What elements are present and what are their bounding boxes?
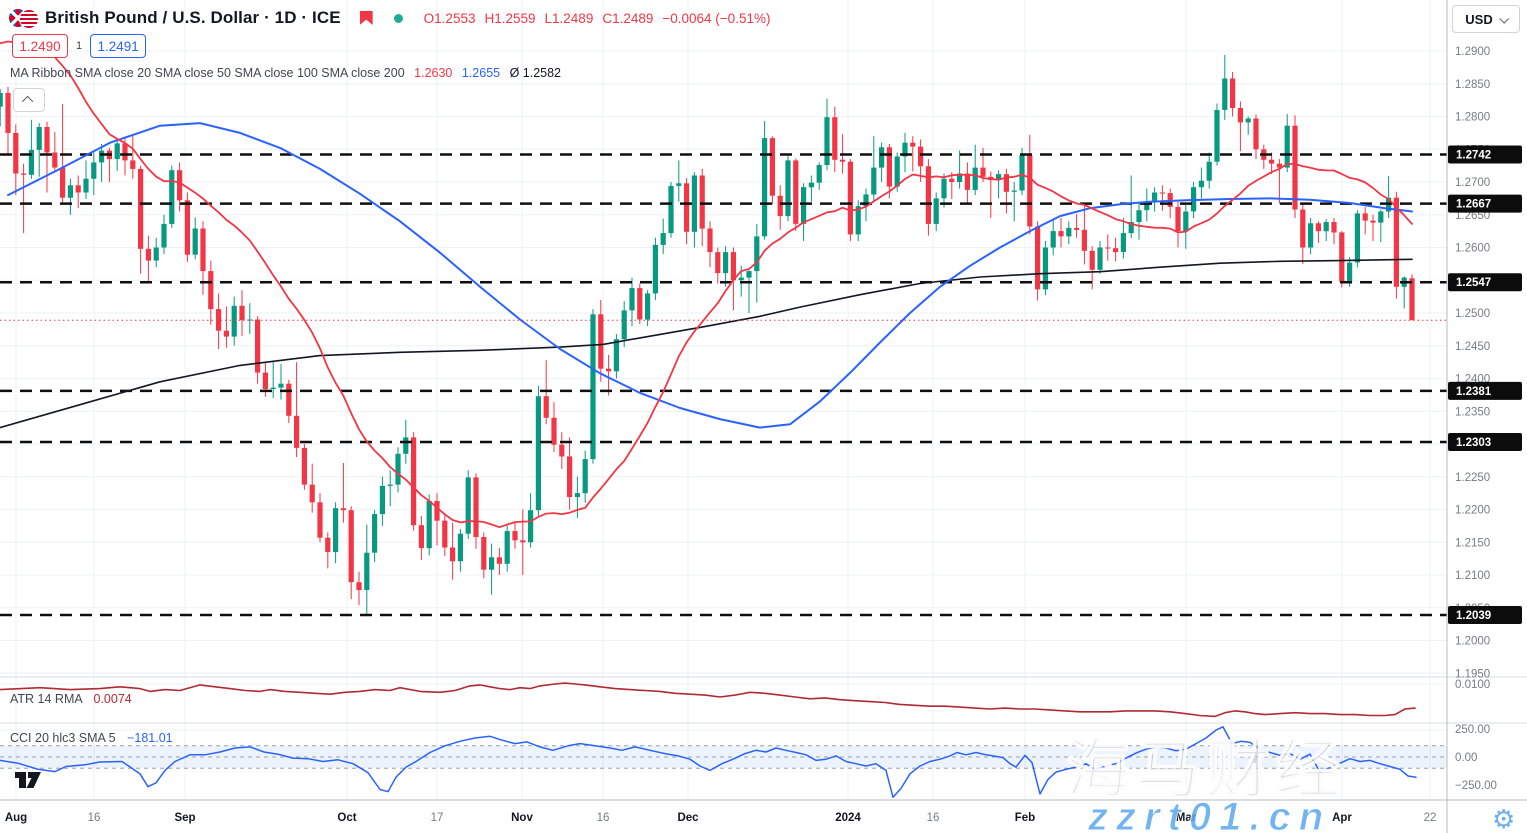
time-tick: 16	[927, 812, 940, 824]
svg-text:1.2039: 1.2039	[1456, 610, 1491, 622]
level-price-label	[1448, 606, 1522, 624]
ma-slow-value: 1.2655	[461, 66, 501, 80]
svg-text:1.2303: 1.2303	[1456, 437, 1491, 449]
level-price-label	[1448, 145, 1522, 164]
level-price-label	[1448, 194, 1522, 213]
time-tick: Apr	[1332, 812, 1352, 824]
price-tick: 1.2700	[1455, 177, 1490, 189]
svg-text:1.2547: 1.2547	[1456, 277, 1491, 289]
time-tick: 2024	[835, 812, 861, 824]
gbpusd-pair-icon	[8, 8, 39, 29]
price-tick: 1.2850	[1455, 79, 1490, 91]
time-tick: Dec	[677, 812, 699, 824]
atr-value: 0.0074	[93, 692, 132, 706]
time-tick: Sep	[174, 812, 195, 824]
price-tick: 1.2600	[1455, 243, 1490, 255]
cci-tick: 0.00	[1455, 752, 1477, 764]
bid-ask-row: 1.2490 1 1.2491	[12, 34, 147, 58]
cci-tick: −250.00	[1455, 780, 1497, 792]
price-tick: 1.2150	[1455, 537, 1490, 549]
price-tick: 1.2450	[1455, 341, 1490, 353]
svg-text:1.2742: 1.2742	[1456, 149, 1491, 161]
time-tick: Aug	[5, 812, 27, 824]
ohlc-readout: O1.2553 H1.2559 L1.2489 C1.2489 −0.0064 …	[424, 11, 771, 26]
sell-button[interactable]: 1.2490	[12, 34, 68, 58]
spread-value: 1	[76, 40, 83, 52]
price-axis[interactable]	[1447, 0, 1527, 800]
time-tick: 16	[88, 812, 101, 824]
tradingview-logo[interactable]	[14, 769, 48, 796]
price-tick: 1.2800	[1455, 112, 1490, 124]
cci-title: CCI 20 hlc3 SMA 5	[10, 731, 116, 745]
cci-legend[interactable]: CCI 20 hlc3 SMA 5 −181.01	[10, 731, 173, 745]
collapse-pane-button[interactable]	[13, 88, 45, 112]
price-tick: 1.2000	[1455, 636, 1490, 648]
price-tick: 1.2250	[1455, 472, 1490, 484]
time-tick: 17	[431, 812, 444, 824]
time-axis[interactable]	[0, 800, 1447, 833]
svg-text:1.2381: 1.2381	[1456, 386, 1492, 398]
time-tick: 22	[1424, 812, 1437, 824]
currency-label: USD	[1465, 11, 1493, 27]
time-tick: 16	[597, 812, 610, 824]
open-value: 1.2553	[434, 10, 476, 26]
low-label: L	[544, 10, 553, 26]
time-tick: Mar	[1176, 812, 1197, 824]
price-tick: 1.2500	[1455, 308, 1490, 320]
ma-ribbon-title: MA Ribbon SMA close 20 SMA close 50 SMA …	[10, 66, 405, 80]
atr-tick: 0.0100	[1455, 679, 1490, 691]
svg-text:1.2667: 1.2667	[1456, 199, 1491, 211]
level-price-label	[1448, 273, 1522, 292]
level-price-label	[1448, 433, 1522, 451]
price-tick: 1.2650	[1455, 210, 1490, 222]
close-label: C	[602, 10, 613, 26]
cci-value: −181.01	[127, 731, 173, 745]
watermark-url: zzrt01.cn	[1087, 795, 1331, 833]
ma-avg-value: Ø 1.2582	[509, 66, 562, 80]
watermark-cn: 海马财经	[1066, 734, 1346, 806]
svg-text:⚙: ⚙	[1492, 804, 1515, 833]
symbol-title[interactable]: British Pound / U.S. Dollar · 1D · ICE	[45, 8, 341, 27]
price-tick: 1.2900	[1455, 46, 1490, 58]
price-tick: 1.1950	[1455, 668, 1490, 680]
open-label: O	[423, 10, 435, 26]
currency-unit-button[interactable]: USD	[1452, 5, 1520, 33]
time-tick: Nov	[511, 812, 533, 824]
flag-icon[interactable]	[359, 11, 373, 25]
market-open-dot-icon	[393, 13, 403, 23]
change-value: −0.0064 (−0.51%)	[662, 10, 771, 26]
chevron-up-icon	[21, 95, 34, 108]
price-tick: 1.2200	[1455, 505, 1490, 517]
high-value: 1.2559	[494, 10, 536, 26]
cci-tick: 250.00	[1455, 724, 1490, 736]
atr-title: ATR 14 RMA	[10, 692, 83, 706]
level-price-label	[1448, 381, 1522, 400]
atr-legend[interactable]: ATR 14 RMA 0.0074	[10, 692, 132, 706]
gear-icon[interactable]: ⚙	[1492, 804, 1515, 833]
ma-ribbon-legend[interactable]: MA Ribbon SMA close 20 SMA close 50 SMA …	[10, 66, 561, 80]
high-label: H	[484, 10, 495, 26]
time-tick: Oct	[337, 812, 356, 824]
buy-button[interactable]: 1.2491	[90, 34, 147, 58]
time-tick: Feb	[1015, 812, 1035, 824]
symbol-header: British Pound / U.S. Dollar · 1D · ICE O…	[8, 8, 771, 29]
low-value: 1.2489	[552, 10, 594, 26]
ma-fast-value: 1.2630	[414, 66, 453, 80]
price-tick: 1.2350	[1455, 406, 1490, 418]
close-value: 1.2489	[612, 10, 654, 26]
price-tick: 1.2100	[1455, 570, 1490, 582]
